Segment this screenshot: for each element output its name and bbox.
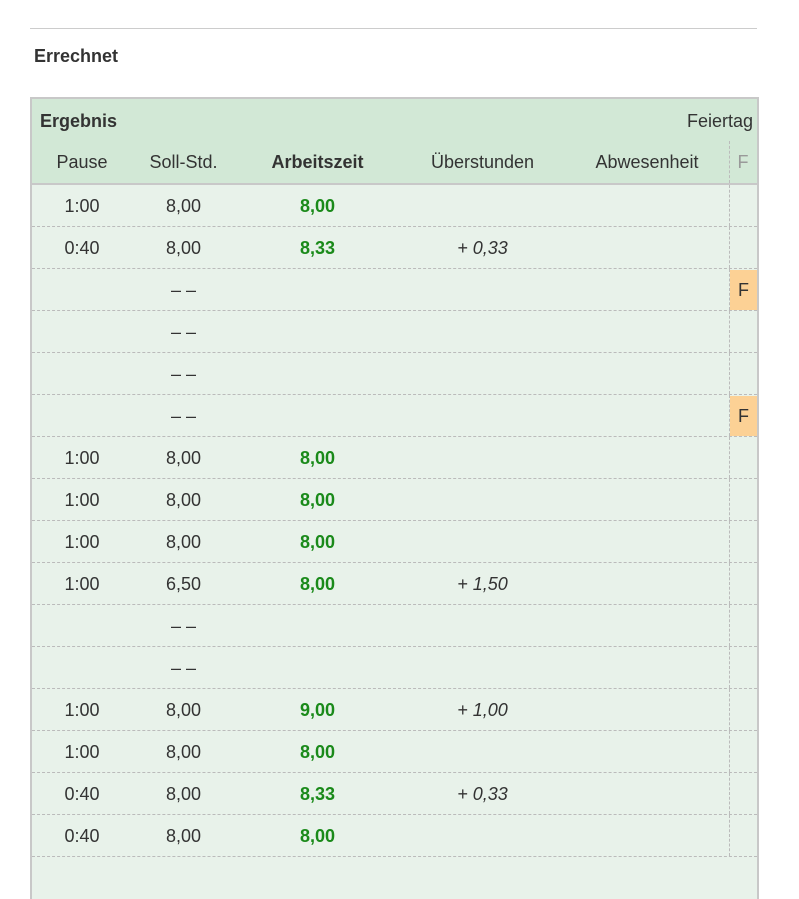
table-row: 1:00 6,50 8,00 + 1,50	[32, 563, 757, 605]
soll-cell: – –	[170, 280, 197, 300]
f-col-divider	[729, 395, 757, 436]
table-row: 0:40 8,00 8,33 + 0,33	[32, 773, 757, 815]
col-abwesenheit: Abwesenheit	[595, 152, 699, 172]
f-col-divider	[729, 773, 757, 814]
table-row: – –	[32, 647, 757, 689]
table-header: Ergebnis Feiertag Pause Soll-Std. Arbeit…	[32, 99, 757, 185]
table-row: – –	[32, 311, 757, 353]
table-row: – – F	[32, 395, 757, 437]
f-col-divider	[729, 689, 757, 730]
arbeitszeit-cell: 8,00	[299, 826, 336, 846]
col-soll: Soll-Std.	[149, 152, 218, 172]
arbeitszeit-cell: 8,00	[299, 742, 336, 762]
pause-cell: 1:00	[64, 700, 100, 720]
ueberstunden-cell: + 1,00	[457, 700, 508, 720]
pause-cell: 1:00	[64, 574, 100, 594]
soll-cell: 8,00	[165, 742, 202, 762]
f-col-divider	[729, 815, 757, 856]
arbeitszeit-cell: 8,00	[299, 448, 336, 468]
arbeitszeit-cell: 9,00	[299, 700, 336, 720]
f-col-divider	[729, 185, 757, 226]
ueberstunden-cell: + 0,33	[457, 238, 508, 258]
arbeitszeit-cell: 8,00	[299, 196, 336, 216]
soll-cell: 8,00	[165, 700, 202, 720]
arbeitszeit-cell: 8,00	[299, 532, 336, 552]
soll-cell: 6,50	[165, 574, 202, 594]
table-row: 1:00 8,00 8,00	[32, 479, 757, 521]
table-row: 1:00 8,00 8,00	[32, 521, 757, 563]
table-row: – – F	[32, 269, 757, 311]
table-row: 1:00 8,00 8,00	[32, 185, 757, 227]
pause-cell: 1:00	[64, 532, 100, 552]
holiday-label: Feiertag	[686, 111, 753, 131]
f-col-divider	[729, 647, 757, 688]
soll-cell: – –	[170, 364, 197, 384]
f-col-divider	[729, 353, 757, 394]
holiday-badge: F	[730, 270, 757, 310]
soll-cell: 8,00	[165, 238, 202, 258]
soll-cell: – –	[170, 322, 197, 342]
arbeitszeit-cell: 8,33	[299, 784, 336, 804]
soll-cell: 8,00	[165, 490, 202, 510]
table-row: 1:00 8,00 8,00	[32, 437, 757, 479]
f-col-divider	[729, 731, 757, 772]
section-title: Errechnet	[34, 46, 119, 66]
table-body: 1:00 8,00 8,00 0:40 8,00 8,33 + 0,33 – – F – – – –…	[32, 185, 757, 857]
pause-cell: 1:00	[64, 742, 100, 762]
f-col-divider	[729, 141, 757, 183]
pause-cell: 0:40	[64, 238, 100, 258]
ueberstunden-cell: + 0,33	[457, 784, 508, 804]
ueberstunden-cell: + 1,50	[457, 574, 508, 594]
table-row: – –	[32, 605, 757, 647]
arbeitszeit-cell: 8,33	[299, 238, 336, 258]
pause-cell: 1:00	[64, 490, 100, 510]
arbeitszeit-cell: 8,00	[299, 490, 336, 510]
soll-cell: – –	[170, 658, 197, 678]
holiday-badge: F	[730, 396, 757, 436]
divider	[30, 28, 757, 29]
f-col-divider	[729, 437, 757, 478]
soll-cell: 8,00	[165, 784, 202, 804]
result-table: Ergebnis Feiertag Pause Soll-Std. Arbeit…	[30, 97, 759, 899]
f-col-divider	[729, 311, 757, 352]
table-row: 0:40 8,00 8,33 + 0,33	[32, 227, 757, 269]
table-row: 0:40 8,00 8,00	[32, 815, 757, 857]
table-row: 1:00 8,00 9,00 + 1,00	[32, 689, 757, 731]
column-header-row: Pause Soll-Std. Arbeitszeit Überstunden …	[32, 141, 757, 183]
soll-cell: – –	[170, 616, 197, 636]
f-col-divider	[729, 563, 757, 604]
f-col-divider	[729, 605, 757, 646]
col-ueberstunden: Überstunden	[430, 152, 535, 172]
soll-cell: – –	[170, 406, 197, 426]
pause-cell: 0:40	[64, 826, 100, 846]
arbeitszeit-cell: 8,00	[299, 574, 336, 594]
pause-cell: 1:00	[64, 196, 100, 216]
header-title-row: Ergebnis Feiertag	[32, 99, 757, 141]
col-f: F	[737, 152, 749, 172]
f-col-divider	[729, 521, 757, 562]
f-col-divider	[729, 269, 757, 310]
soll-cell: 8,00	[165, 448, 202, 468]
pause-cell: 1:00	[64, 448, 100, 468]
soll-cell: 8,00	[165, 826, 202, 846]
table-row: – –	[32, 353, 757, 395]
table-row: 1:00 8,00 8,00	[32, 731, 757, 773]
f-col-divider	[729, 479, 757, 520]
col-pause: Pause	[56, 152, 108, 172]
soll-cell: 8,00	[165, 196, 202, 216]
f-col-divider	[729, 227, 757, 268]
col-arbeitszeit: Arbeitszeit	[271, 152, 364, 172]
table-title: Ergebnis	[40, 111, 118, 131]
soll-cell: 8,00	[165, 532, 202, 552]
pause-cell: 0:40	[64, 784, 100, 804]
